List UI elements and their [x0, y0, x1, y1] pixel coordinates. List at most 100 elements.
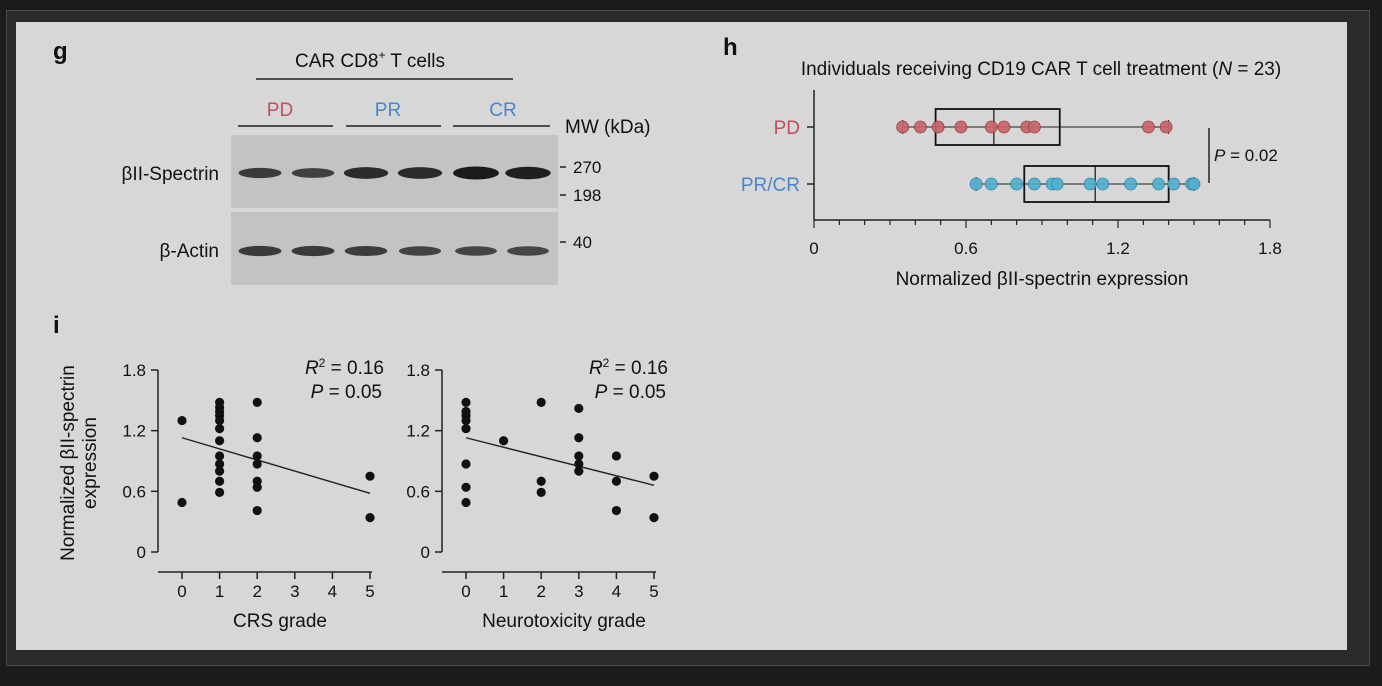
r-part: = 0.16: [325, 358, 384, 379]
x-tick-label: 0.6: [954, 239, 978, 258]
marker-198: 198: [573, 186, 601, 205]
p-part: P: [595, 382, 608, 403]
y-tick-label: 1.8: [406, 361, 430, 380]
data-point: [215, 451, 225, 461]
band-lane-3: [343, 167, 389, 179]
x-tick-label: 3: [290, 582, 299, 601]
data-point: [969, 177, 983, 191]
r-squared-label: R2 = 0.16: [305, 356, 384, 379]
y-tick-label: 1.8: [122, 361, 146, 380]
data-point: [1167, 177, 1181, 191]
blot-strip-actin: [231, 212, 558, 285]
data-point: [649, 471, 659, 481]
panel-letter-i: i: [53, 312, 60, 339]
data-point: [177, 497, 187, 508]
x-tick-label: 2: [536, 582, 545, 601]
band-lane-1: [238, 245, 282, 257]
data-point: [215, 487, 225, 497]
data-point: [252, 451, 262, 461]
data-point: [1050, 177, 1064, 191]
p-part: = 0.05: [607, 382, 666, 403]
x-tick-label: 4: [328, 582, 337, 601]
data-point: [931, 120, 945, 134]
r-part: = 0.16: [609, 358, 668, 379]
data-point: [997, 120, 1011, 134]
p-value-annotation: P = 0.02: [1214, 146, 1278, 165]
data-point: [611, 451, 622, 461]
scatter-crs: 00.61.21.80 1 2 3 4 5R2 = 0.16P = 0.05: [122, 356, 384, 601]
data-point: [461, 424, 471, 434]
category-label: PR/CR: [741, 175, 800, 196]
data-point: [1124, 177, 1138, 191]
data-point: [461, 459, 471, 469]
data-point: [461, 415, 471, 426]
trendline: [465, 437, 655, 486]
group-label-pd: PD: [267, 100, 293, 121]
chart-h-xlabel: Normalized βII-spectrin expression: [896, 269, 1189, 290]
p-value-label: P = 0.05: [311, 382, 382, 403]
marker-270: 270: [573, 158, 601, 177]
band-lane-4: [397, 167, 443, 179]
boxplot-area: 0 0.6 1.2 1.8 PD PR/CR P = 0.02: [741, 90, 1282, 258]
data-point: [574, 451, 584, 461]
data-point: [954, 120, 968, 134]
x-tick-label: 0: [809, 239, 818, 258]
r-part: R: [589, 358, 603, 379]
data-point: [177, 415, 187, 426]
chart-i-ylabel-2: expression: [80, 417, 101, 509]
data-point: [914, 120, 927, 134]
data-point: [365, 471, 375, 481]
y-tick-label: 0: [421, 543, 430, 562]
chart-h-title: Individuals receiving CD19 CAR T cell tr…: [801, 59, 1281, 80]
scatter-neurotox: 00.61.21.80 1 2 3 4 5R2 = 0.16P = 0.05: [406, 356, 668, 601]
data-point: [984, 177, 998, 191]
data-point: [574, 433, 584, 443]
data-point: [1152, 177, 1165, 191]
y-tick-label: 0.6: [406, 482, 430, 501]
data-point: [574, 466, 584, 476]
band-lane-6: [507, 246, 549, 256]
data-point: [215, 415, 225, 426]
band-lane-5: [455, 246, 497, 256]
data-point: [536, 397, 546, 407]
r-part: 2: [603, 356, 610, 370]
data-point: [1028, 177, 1041, 191]
x-tick-label: 3: [574, 582, 583, 601]
data-point: [1010, 177, 1024, 191]
group-label-pr: PR: [375, 100, 401, 121]
x-tick-label: 5: [649, 582, 658, 601]
bands-actin: [238, 245, 549, 257]
data-point: [252, 505, 262, 516]
mw-label: MW (kDa): [565, 117, 650, 138]
chart-i-ylabel-1: Normalized βII-spectrin: [58, 365, 79, 561]
x-tick-label: 0: [177, 582, 186, 601]
trendline: [181, 437, 371, 495]
band-lane-2: [291, 168, 335, 178]
panel-letter-h: h: [723, 34, 738, 61]
data-point: [611, 476, 622, 486]
data-point: [896, 120, 910, 134]
data-point: [536, 487, 546, 497]
y-tick-label: 0: [137, 543, 146, 562]
data-point: [1159, 120, 1173, 134]
x-tick-label: 4: [612, 582, 621, 601]
data-point: [215, 459, 225, 469]
data-point: [649, 513, 659, 523]
band-lane-1: [238, 167, 282, 179]
panel-letter-g: g: [53, 38, 68, 65]
marker-40: 40: [573, 233, 592, 252]
data-point: [252, 397, 262, 407]
band-lane-6: [505, 166, 551, 180]
data-point: [574, 459, 584, 469]
band-lane-5: [453, 166, 499, 180]
bands-spectrin: [238, 166, 551, 180]
chart-i2-xlabel: Neurotoxicity grade: [482, 611, 646, 632]
data-point: [499, 436, 509, 446]
p-value-label: P = 0.05: [595, 382, 666, 403]
p-text: = 0.02: [1225, 146, 1277, 165]
x-tick-label: 1.2: [1106, 239, 1130, 258]
panel-i: i Normalized βII-spectrin expression 0 0.…: [53, 312, 668, 632]
y-tick-label: 0.6: [122, 482, 146, 501]
data-point: [1187, 177, 1201, 191]
blot-header: CAR CD8+ T cells: [295, 48, 445, 72]
